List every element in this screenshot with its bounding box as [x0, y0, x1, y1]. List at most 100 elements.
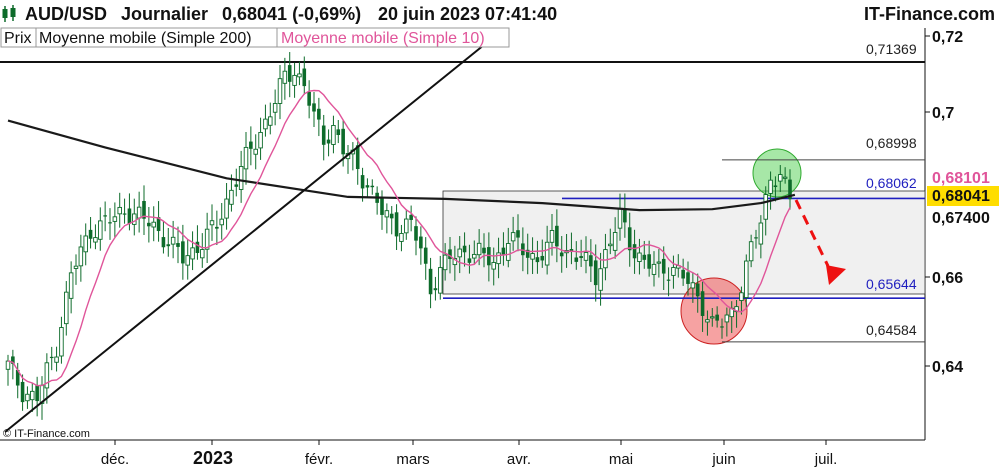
candle [365, 178, 370, 197]
candle [88, 216, 93, 249]
candle [215, 210, 219, 246]
candle [297, 61, 302, 86]
candle [612, 217, 618, 259]
candle [59, 316, 64, 364]
candle [438, 255, 443, 300]
symbol-title: AUD/USD [25, 4, 107, 24]
candle [404, 210, 409, 240]
candle [35, 376, 39, 417]
candle [360, 167, 365, 202]
candle [423, 237, 428, 280]
candle [73, 254, 79, 285]
candle [249, 126, 253, 166]
candle [428, 257, 433, 309]
y-tick-072: 0,72 [932, 29, 963, 46]
y-tick-064: 0,64 [932, 359, 963, 376]
candle [5, 354, 11, 386]
candle [243, 132, 249, 185]
candle [589, 239, 593, 283]
candle [782, 167, 788, 184]
candle [229, 174, 234, 212]
candle [510, 216, 516, 251]
candle [715, 306, 719, 328]
y-axis-ticks: 0,72 0,7 0,66 0,64 [925, 29, 963, 376]
candle [530, 237, 535, 275]
candle [710, 308, 715, 327]
candle [195, 225, 200, 260]
level-label-68998: 0,68998 [866, 135, 917, 151]
candle [579, 239, 583, 267]
candle [258, 117, 263, 160]
x-axis-ticks: déc. 2023 févr. mars avr. mai juin juil. [101, 440, 837, 468]
candle [234, 168, 239, 197]
ma10-line [7, 89, 791, 387]
candle [487, 232, 491, 282]
candle [705, 310, 710, 336]
candle [603, 233, 608, 281]
candle [525, 233, 530, 275]
candle [25, 386, 30, 409]
candle [161, 220, 166, 254]
candle [64, 281, 69, 336]
candle [419, 226, 423, 265]
candle [219, 203, 224, 240]
candle [292, 62, 297, 98]
candle [651, 251, 657, 287]
candle [350, 142, 356, 171]
indicator-legend: Prix Moyenne mobile (Simple 200) Moyenne… [0, 27, 510, 48]
ma200-price-tag: 0,67400 [927, 209, 999, 228]
candle [151, 206, 156, 242]
candle [122, 198, 127, 224]
candle [331, 115, 336, 154]
candle [190, 231, 195, 271]
candle [355, 137, 360, 185]
y-tick-066: 0,66 [932, 270, 963, 287]
candle [414, 216, 418, 256]
candle [204, 212, 210, 264]
candle [238, 150, 244, 203]
candle [112, 202, 118, 238]
candle [637, 238, 642, 275]
candle [506, 227, 511, 268]
brand-name: IT-Finance.com [864, 4, 995, 24]
candle [302, 56, 307, 95]
candle [695, 273, 700, 313]
candle [647, 240, 651, 277]
candle [263, 104, 268, 137]
candle [345, 144, 351, 174]
candlestick-series [5, 52, 792, 420]
candle [681, 258, 685, 286]
candle [49, 346, 54, 371]
candle [661, 246, 666, 291]
level-label-71369: 0,71369 [866, 41, 917, 57]
candle [482, 233, 486, 268]
candle [555, 209, 559, 263]
x-tick-avr: avr. [507, 451, 531, 468]
candle [467, 244, 472, 274]
legend-ma200: Moyenne mobile (Simple 200) [39, 30, 252, 47]
candle [521, 227, 525, 272]
candle [156, 201, 161, 242]
pullback-arrow [794, 199, 846, 285]
uptrend-line [4, 31, 501, 433]
candle [632, 229, 637, 274]
ma200-line [7, 119, 796, 212]
candle [720, 318, 724, 339]
period-label: Journalier [121, 4, 208, 24]
candle [754, 229, 758, 249]
candle [773, 176, 778, 202]
candle [758, 215, 764, 259]
range-box [442, 190, 926, 295]
candle [472, 240, 477, 265]
candle [370, 179, 375, 195]
level-label-64584: 0,64584 [866, 322, 917, 338]
candle [442, 243, 448, 281]
candle [39, 376, 45, 420]
candle [583, 236, 589, 274]
candle [763, 186, 768, 236]
candle [623, 193, 627, 238]
candle [491, 247, 496, 286]
candle [317, 97, 321, 137]
candle [598, 252, 603, 306]
